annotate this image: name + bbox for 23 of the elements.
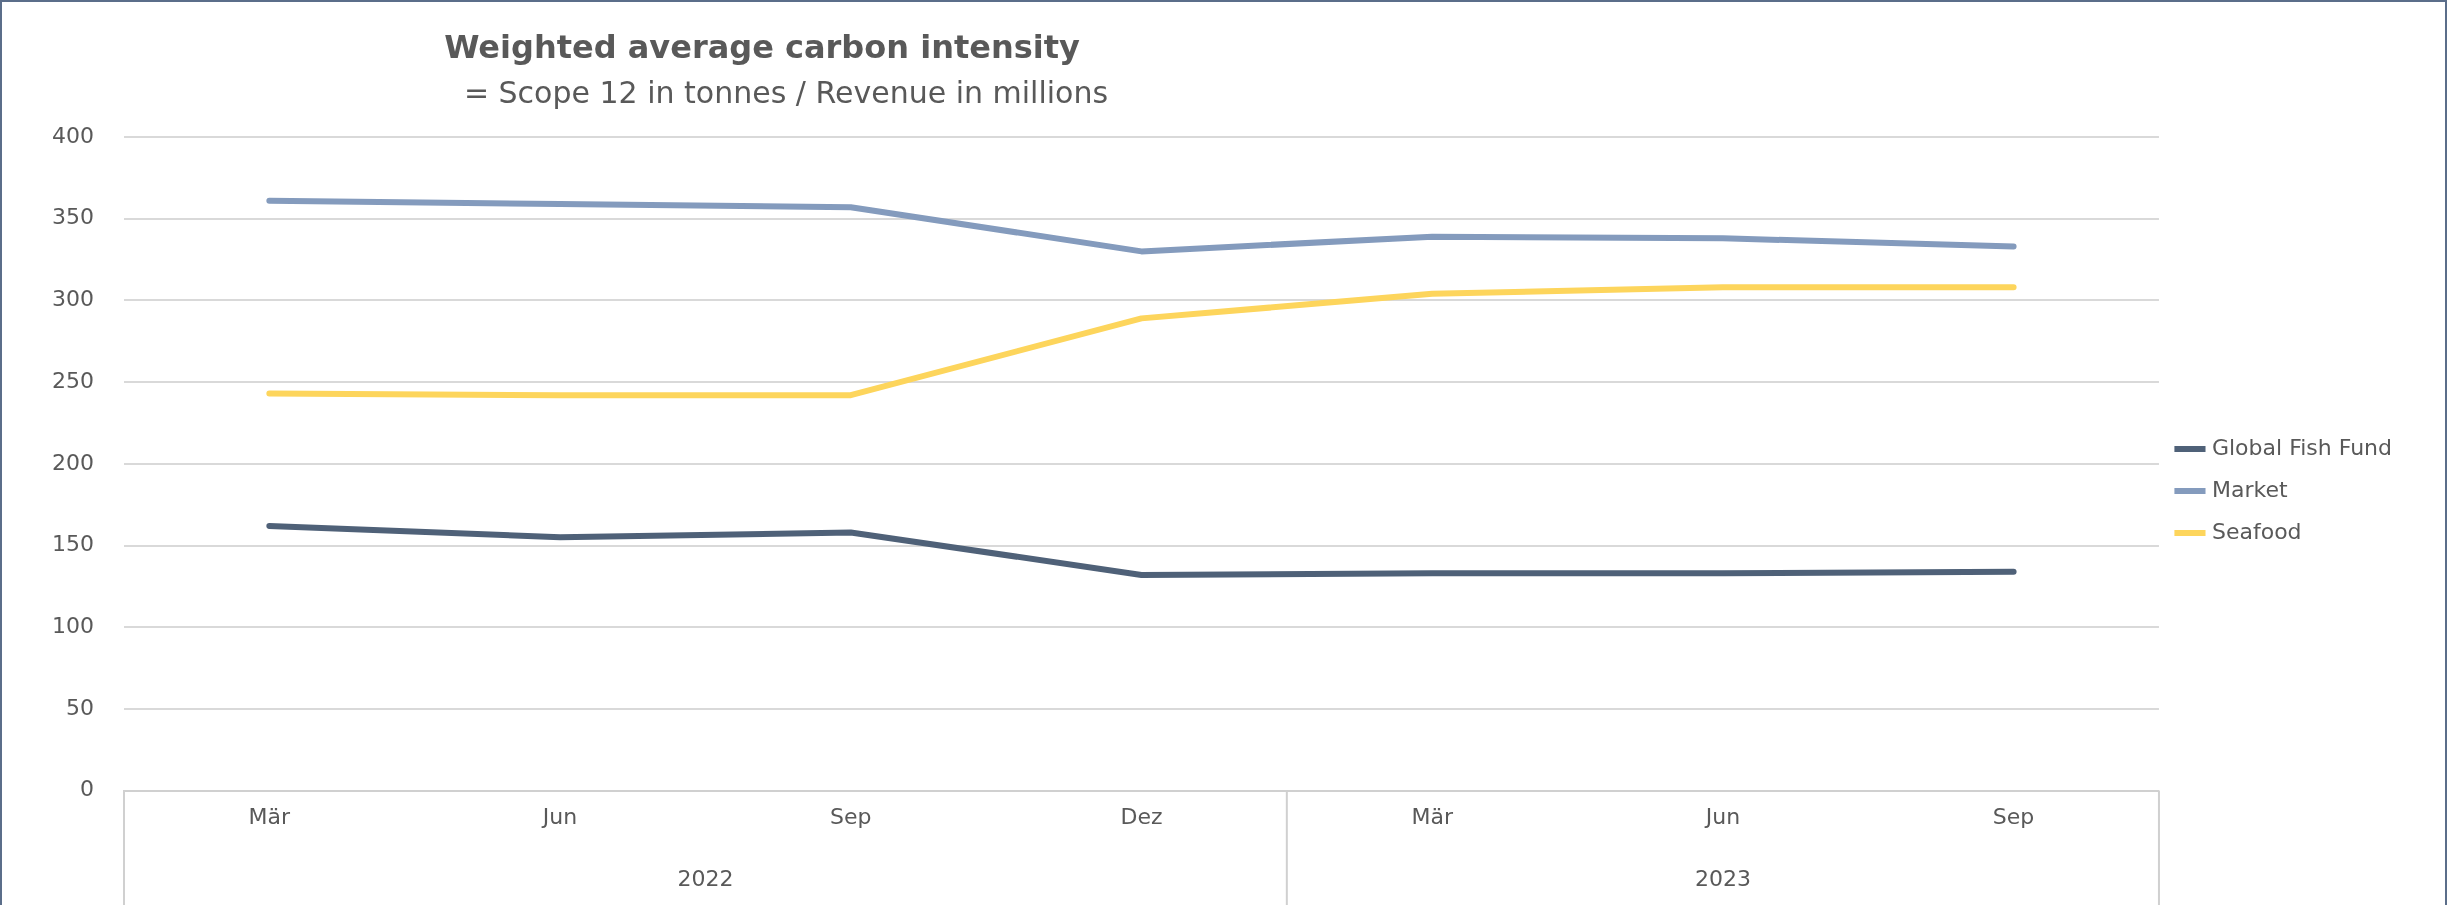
y-tick-label: 250 bbox=[51, 367, 94, 393]
y-tick-label: 400 bbox=[51, 122, 94, 148]
x-tick-label: Dez bbox=[1120, 803, 1163, 829]
x-tick-label: Sep bbox=[830, 803, 872, 829]
y-tick-label: 200 bbox=[51, 449, 94, 475]
x-tick-label: Jun bbox=[540, 803, 578, 829]
legend-label: Market bbox=[2211, 476, 2288, 502]
chart-subtitle: = Scope 12 in tonnes / Revenue in millions bbox=[463, 74, 1109, 110]
legend-label: Global Fish Fund bbox=[2211, 434, 2393, 460]
legend-label: Seafood bbox=[2211, 518, 2302, 544]
chart-title: Weighted average carbon intensity bbox=[444, 28, 1080, 67]
y-tick-label: 0 bbox=[79, 776, 94, 802]
y-tick-label: 150 bbox=[51, 531, 94, 557]
x-tick-label: Mär bbox=[248, 803, 292, 829]
text: 2022 bbox=[677, 865, 734, 891]
y-tick-label: 350 bbox=[51, 204, 94, 230]
y-tick-label: 300 bbox=[51, 286, 94, 312]
y-tick-label: 50 bbox=[65, 694, 94, 720]
y-tick-label: 100 bbox=[51, 612, 94, 638]
text: 2023 bbox=[1694, 865, 1751, 891]
x-tick-label: Jun bbox=[1703, 803, 1741, 829]
x-tick-label: Sep bbox=[1992, 803, 2035, 829]
x-tick-label: Mär bbox=[1411, 803, 1454, 829]
